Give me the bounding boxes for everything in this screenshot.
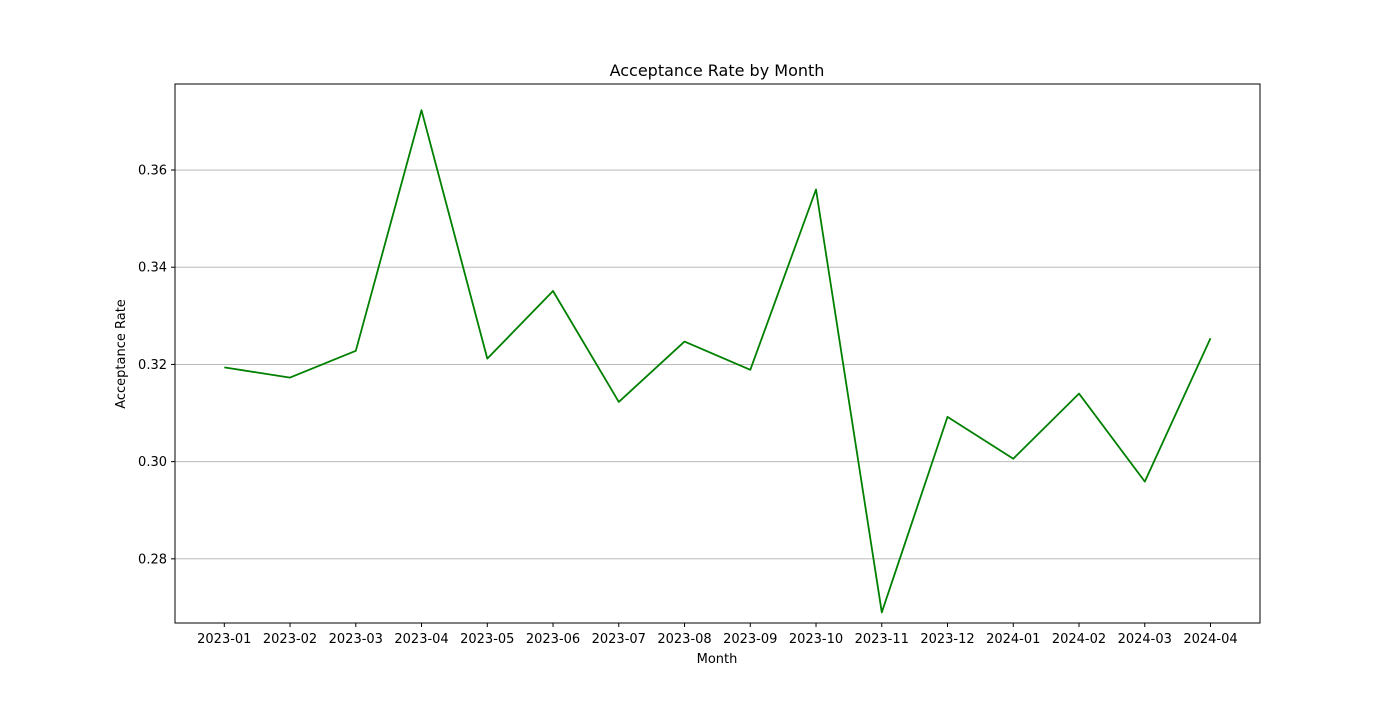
data-point <box>421 109 423 111</box>
gridlines <box>175 169 1260 560</box>
y-tick-label: 0.30 <box>138 455 167 470</box>
data-point <box>947 416 949 418</box>
x-tick-label: 2023-09 <box>723 632 777 647</box>
data-point <box>223 366 225 368</box>
y-tick-label: 0.36 <box>138 164 167 179</box>
x-tick-label: 2024-04 <box>1183 632 1237 647</box>
series-layer <box>223 109 1212 614</box>
data-point <box>881 611 883 613</box>
y-tick-label: 0.34 <box>138 261 167 276</box>
data-point <box>749 369 751 371</box>
data-point <box>684 341 686 343</box>
x-axis-ticks: 2023-01 2023-02 2023-03 2023-04 2023-05 2023-… <box>197 623 1238 647</box>
x-tick-label: 2024-02 <box>1052 632 1106 647</box>
data-point <box>1210 337 1212 339</box>
y-axis-ticks: 0.28 0.30 0.32 0.34 0.36 <box>138 164 175 567</box>
x-tick-label: 2024-01 <box>986 632 1040 647</box>
data-point <box>486 358 488 360</box>
data-point <box>618 401 620 403</box>
x-axis-label: Month <box>697 652 738 667</box>
y-axis-label: Acceptance Rate <box>114 299 129 409</box>
plot-area-frame <box>174 83 1261 624</box>
x-tick-label: 2023-06 <box>526 632 580 647</box>
x-tick-label: 2023-02 <box>263 632 317 647</box>
x-tick-label: 2024-03 <box>1118 632 1172 647</box>
x-tick-label: 2023-01 <box>197 632 251 647</box>
data-point <box>355 350 357 352</box>
data-point <box>552 290 554 292</box>
chart-title: Acceptance Rate by Month <box>610 61 825 80</box>
data-point <box>1012 458 1014 460</box>
x-tick-label: 2023-03 <box>329 632 383 647</box>
x-tick-label: 2023-12 <box>920 632 974 647</box>
y-tick-label: 0.28 <box>138 552 167 567</box>
x-tick-label: 2023-10 <box>789 632 843 647</box>
x-tick-label: 2023-04 <box>394 632 448 647</box>
x-tick-label: 2023-07 <box>592 632 646 647</box>
x-tick-label: 2023-08 <box>657 632 711 647</box>
y-tick-label: 0.32 <box>138 358 167 373</box>
data-point <box>289 377 291 379</box>
x-tick-label: 2023-05 <box>460 632 514 647</box>
x-tick-label: 2023-11 <box>855 632 909 647</box>
data-point <box>1144 481 1146 483</box>
data-point <box>815 188 817 190</box>
series-line <box>224 109 1212 614</box>
data-point <box>1078 393 1080 395</box>
